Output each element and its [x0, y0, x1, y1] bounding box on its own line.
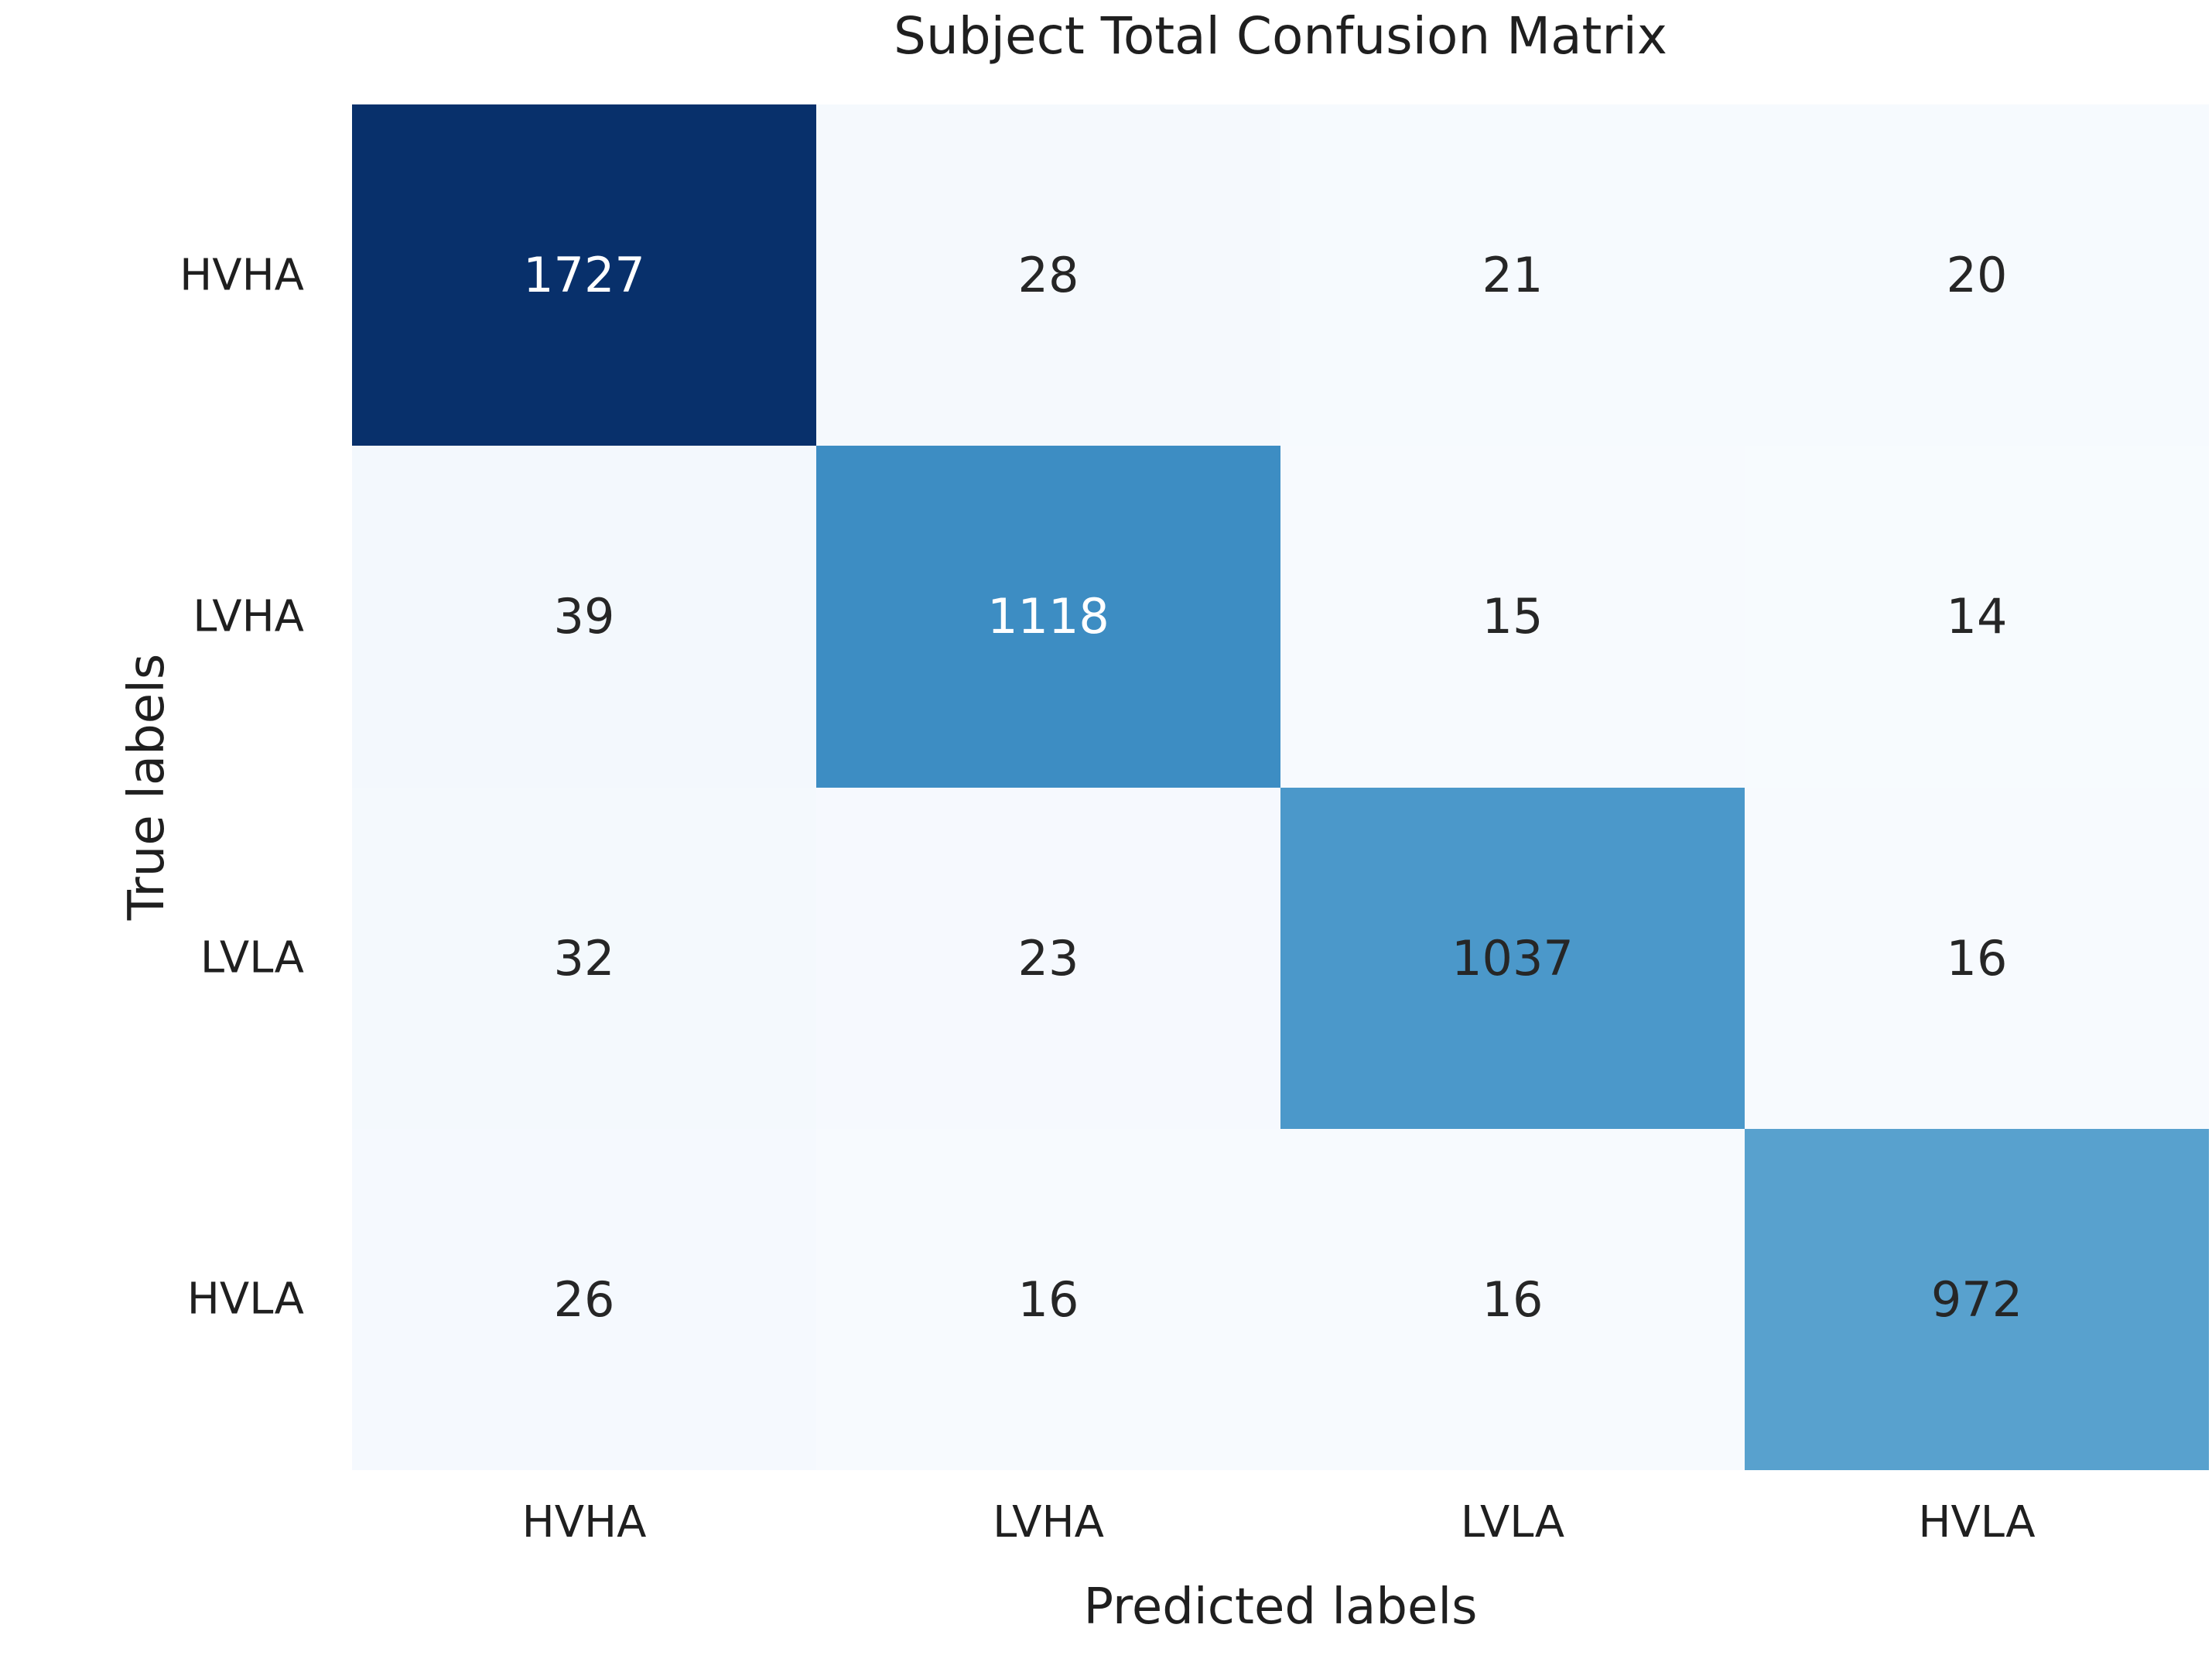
matrix-cell-r2c2: 1037: [1280, 787, 1745, 1129]
x-tick-label-hvha: HVHA: [521, 1497, 647, 1548]
matrix-cell-r2c3: 16: [1745, 787, 2209, 1129]
y-tick-label-hvha: HVHA: [179, 250, 304, 301]
x-axis-label: Predicted labels: [1083, 1578, 1478, 1636]
matrix-cell-r3c3: 972: [1745, 1128, 2209, 1470]
x-tick-label-lvla: LVLA: [1460, 1497, 1565, 1548]
matrix-cell-r3c1: 16: [816, 1128, 1280, 1470]
matrix-cell-r0c0: 1727: [352, 104, 816, 446]
matrix-cell-r1c1: 1118: [816, 446, 1280, 788]
matrix-cell-r1c2: 15: [1280, 446, 1745, 788]
y-tick-label-lvla: LVLA: [200, 932, 304, 983]
matrix-cell-r0c3: 20: [1745, 104, 2209, 446]
heatmap-grid: 1727 28 21 20 39 1118 15 14 32 23 1037 16 26 16 16 972: [352, 104, 2209, 1470]
x-tick-label-lvha: LVHA: [993, 1497, 1104, 1548]
matrix-cell-r2c0: 32: [352, 787, 816, 1129]
matrix-cell-r3c2: 16: [1280, 1128, 1745, 1470]
matrix-cell-r0c2: 21: [1280, 104, 1745, 446]
y-tick-label-lvha: LVHA: [193, 591, 304, 642]
x-tick-label-hvla: HVLA: [1918, 1497, 2036, 1548]
matrix-cell-r2c1: 23: [816, 787, 1280, 1129]
y-axis-label: True labels: [118, 653, 176, 921]
matrix-cell-r1c0: 39: [352, 446, 816, 788]
chart-title: Subject Total Confusion Matrix: [894, 6, 1667, 66]
matrix-cell-r0c1: 28: [816, 104, 1280, 446]
y-tick-label-hvla: HVLA: [186, 1274, 304, 1325]
matrix-cell-r1c3: 14: [1745, 446, 2209, 788]
matrix-cell-r3c0: 26: [352, 1128, 816, 1470]
